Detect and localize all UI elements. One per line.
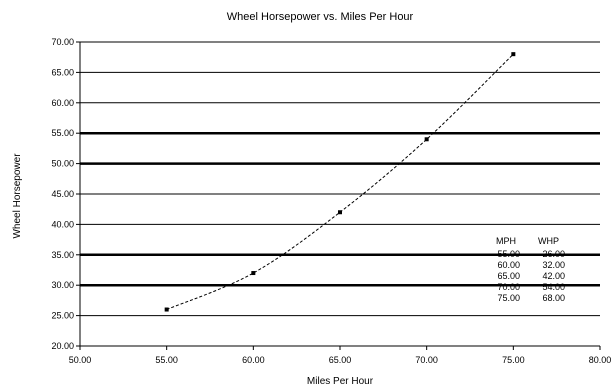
y-tick-label: 45.00	[51, 189, 74, 199]
y-tick-label: 30.00	[51, 280, 74, 290]
table-cell: 65.00	[497, 271, 520, 281]
x-tick-label: 65.00	[329, 355, 352, 365]
data-point	[338, 210, 342, 215]
data-point	[424, 137, 429, 142]
table-cell: 42.00	[542, 271, 565, 281]
table-cell: 55.00	[497, 249, 520, 259]
table-cell: 70.00	[497, 282, 520, 292]
table-cell: 26.00	[542, 249, 565, 259]
x-tick-label: 60.00	[242, 355, 265, 365]
table-cell: 54.00	[542, 282, 565, 292]
y-tick-label: 65.00	[51, 67, 74, 77]
y-tick-label: 60.00	[51, 98, 74, 108]
x-axis-title: Miles Per Hour	[307, 376, 374, 387]
x-tick-label: 80.00	[589, 355, 612, 365]
x-tick-label: 70.00	[415, 355, 438, 365]
x-tick-label: 75.00	[502, 355, 525, 365]
x-tick-label: 55.00	[155, 355, 178, 365]
y-tick-label: 35.00	[51, 250, 74, 260]
chart-title: Wheel Horsepower vs. Miles Per Hour	[227, 11, 414, 23]
y-tick-label: 50.00	[51, 159, 74, 169]
data-point	[251, 271, 256, 276]
table-cell: 60.00	[497, 260, 520, 270]
table-cell: 32.00	[542, 260, 565, 270]
table-cell: 68.00	[542, 293, 565, 303]
y-tick-label: 70.00	[51, 37, 74, 47]
y-tick-label: 20.00	[51, 341, 74, 351]
y-axis-title: Wheel Horsepower	[12, 153, 23, 239]
table-header: WHP	[538, 236, 559, 246]
series-line	[166, 53, 514, 310]
x-tick-label: 50.00	[69, 355, 92, 365]
y-tick-label: 40.00	[51, 219, 74, 229]
data-point	[164, 307, 169, 312]
y-tick-label: 55.00	[51, 128, 74, 138]
table-cell: 75.00	[497, 293, 520, 303]
y-tick-label: 25.00	[51, 311, 74, 321]
table-header: MPH	[496, 236, 516, 246]
data-point	[511, 52, 516, 57]
